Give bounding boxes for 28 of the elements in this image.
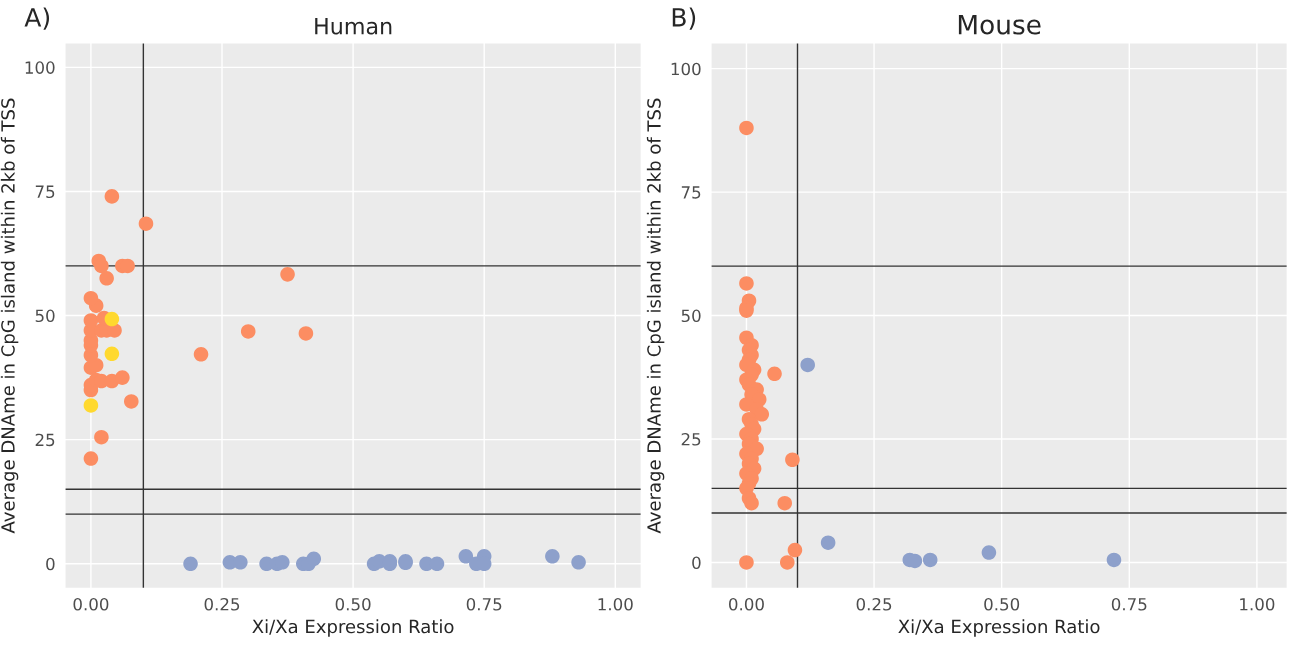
y-tick-label: 75: [35, 185, 55, 199]
y-tick-label: 0: [46, 557, 55, 571]
y-tick-label: 0: [692, 556, 701, 569]
x-tick-label: 0.00: [73, 597, 109, 611]
x-tick-label: 0.00: [729, 597, 764, 611]
x-tick-label: 0.75: [1111, 597, 1147, 611]
y-tick-label: 100: [671, 62, 701, 76]
x-axis-title: Xi/Xa Expression Ratio: [252, 619, 454, 637]
x-tick-label: 0.25: [204, 597, 240, 611]
text: A): [24, 7, 50, 30]
x-axis-title: Xi/Xa Expression Ratio: [898, 619, 1100, 637]
x-tick-label: 1.00: [1240, 597, 1275, 611]
x-tick-label: 1.00: [598, 597, 633, 611]
text: B): [672, 7, 696, 30]
y-tick-label: 50: [35, 309, 55, 323]
x-tick-label: 0.50: [984, 597, 1020, 611]
y-tick-label: 25: [35, 433, 55, 447]
x-tick-label: 0.25: [856, 597, 892, 611]
x-tick-label: 0.50: [335, 597, 371, 611]
y-tick-label: 25: [681, 432, 701, 446]
y-tick-label: 75: [681, 186, 701, 199]
y-tick-label: 50: [681, 309, 701, 323]
chart-title: Human: [315, 17, 392, 35]
y-axis-title: Average DNAme in CpG island within 2kb of TSS: [0, 98, 19, 534]
chart-title: Mouse: [958, 14, 1041, 35]
x-tick-label: 0.75: [466, 597, 502, 611]
y-axis-title: Average DNAme in CpG island within 2kb of TSS: [646, 98, 665, 534]
y-tick-label: 100: [25, 61, 55, 74]
